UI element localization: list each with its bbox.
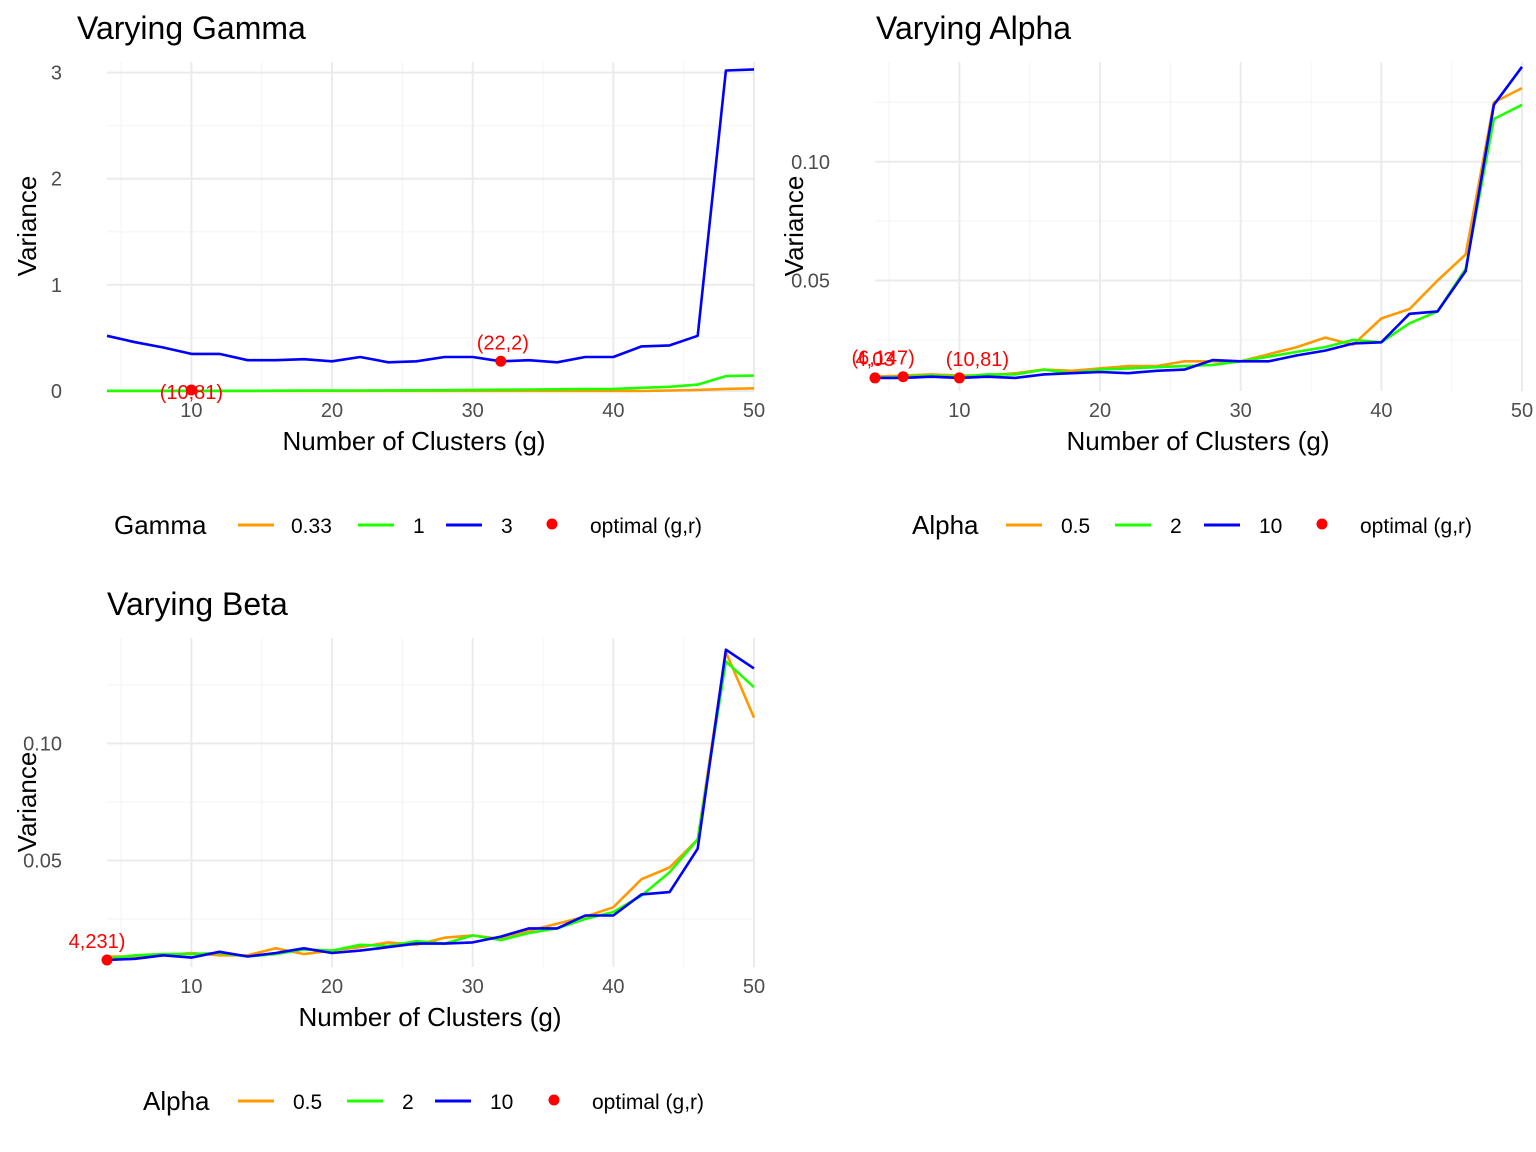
legend-label-optimal: optimal (g,r) [592,1091,704,1114]
x-tick-label: 30 [462,400,484,422]
series-line-2 [107,374,755,393]
x-tick-label: 10 [180,400,202,422]
x-tick-label: 40 [1370,400,1392,422]
legend-title: Gamma [114,510,207,540]
x-tick-label: 40 [602,976,624,998]
x-tick-label: 20 [321,400,343,422]
legend-key-optimal [1316,518,1328,530]
y-axis-label: Variance [12,752,42,853]
optimal-point-label: 4,231) [69,931,126,953]
y-tick-label: 0.05 [23,850,62,872]
y-tick-label: 0.05 [791,271,830,293]
plot-area: 10 20 30 40 50 0 1 2 3 (10,81) (22,2) [51,62,765,422]
x-tick-label: 10 [180,976,202,998]
panel-varying-alpha: Varying Alpha 10 20 30 40 50 0.05 0.10 4,03(6,1… [779,10,1533,540]
x-axis-label: Number of Clusters (g) [1067,426,1330,456]
series-line-3 [875,66,1524,380]
optimal-point [185,384,197,396]
optimal-point [495,355,507,367]
x-tick-label: 20 [1089,400,1111,422]
legend-label-series-2: 1 [413,515,425,538]
panel-varying-gamma: Varying Gamma 10 20 30 40 50 0 1 2 3 (10,81) (22,2… [12,10,765,540]
panel-title: Varying Beta [107,586,288,622]
y-tick-label: 0.10 [791,152,830,174]
y-axis-label: Variance [12,176,42,277]
series-line-2 [874,103,1523,380]
optimal-point [897,371,909,383]
optimal-point-label: (22,2) [477,332,529,354]
panel-varying-beta: Varying Beta 10 20 30 40 50 0.05 0.10 4,231) Nu… [12,586,765,1116]
x-axis-label: Number of Clusters (g) [299,1002,562,1032]
optimal-point [869,372,881,384]
legend-key-optimal [548,1094,560,1106]
y-tick-label: 2 [51,169,62,191]
x-tick-label: 40 [602,400,624,422]
legend-label-series-1: 0.5 [293,1091,322,1114]
x-tick-label: 10 [948,400,970,422]
plot-area: 10 20 30 40 50 0.05 0.10 4,231) [23,638,765,998]
legend-title: Alpha [143,1086,210,1116]
legend: Alpha 0.5 2 10 optimal (g,r) [912,510,1472,540]
legend-label-series-1: 0.33 [291,515,332,538]
plot-area: 10 20 30 40 50 0.05 0.10 4,03(6,147) (10,81) [791,62,1533,422]
series-line-3 [106,648,755,962]
y-tick-label: 0 [51,381,62,403]
legend-label-series-3: 10 [490,1091,513,1114]
legend-label-optimal: optimal (g,r) [590,515,702,538]
legend-label-optimal: optimal (g,r) [1360,515,1472,538]
legend-label-series-3: 3 [501,515,513,538]
legend-label-series-2: 2 [402,1091,414,1114]
x-tick-label: 50 [743,400,765,422]
legend-key-optimal [546,518,558,530]
legend: Gamma 0.33 1 3 optimal (g,r) [114,510,702,540]
optimal-point [101,954,113,966]
y-axis-label: Variance [779,176,809,277]
optimal-point [953,372,965,384]
x-tick-label: 50 [743,976,765,998]
panel-title: Varying Gamma [77,10,306,46]
series-line-3 [106,68,755,364]
x-axis-label: Number of Clusters (g) [283,426,546,456]
legend-label-series-2: 2 [1170,515,1182,538]
optimal-point-label: (10,81) [946,349,1009,371]
y-tick-label: 0.10 [23,733,62,755]
legend-label-series-3: 10 [1259,515,1282,538]
legend-label-series-1: 0.5 [1061,515,1090,538]
x-tick-label: 30 [462,976,484,998]
series-line-1 [874,86,1523,378]
series-line-1 [107,650,756,958]
x-tick-label: 50 [1511,400,1533,422]
optimal-point-label: 4,03 [856,349,895,371]
y-tick-label: 3 [51,63,62,85]
optimal-point-label: (10,81) [160,382,223,404]
optimal-point-label: (6,147) [851,348,914,370]
legend: Alpha 0.5 2 10 optimal (g,r) [143,1086,704,1116]
series-line-2 [106,660,755,961]
legend-title: Alpha [912,510,979,540]
x-tick-label: 30 [1230,400,1252,422]
panel-title: Varying Alpha [876,10,1071,46]
y-tick-label: 1 [51,275,62,297]
x-tick-label: 20 [321,976,343,998]
